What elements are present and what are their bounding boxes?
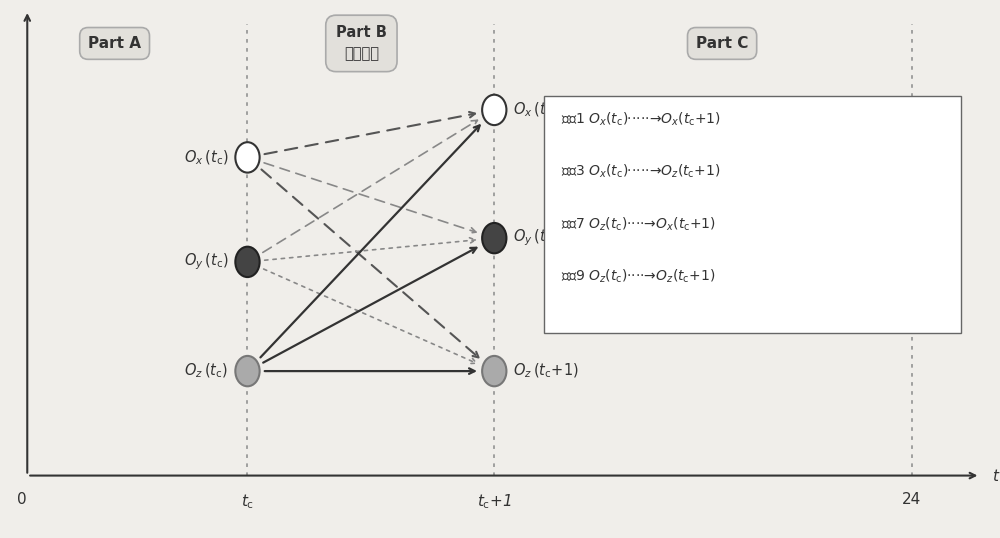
Text: $O_x$ ($t_\mathrm{c}$+1): $O_x$ ($t_\mathrm{c}$+1) (513, 101, 580, 119)
Circle shape (235, 356, 260, 386)
FancyBboxPatch shape (544, 96, 961, 333)
Text: 路兴7 $O_z$($t_\mathrm{c}$)····→$O_x$($t_\mathrm{c}$+1): 路兴7 $O_z$($t_\mathrm{c}$)····→$O_x$($t_\… (561, 215, 716, 232)
Text: $O_y$ ($t_\mathrm{c}$+1): $O_y$ ($t_\mathrm{c}$+1) (513, 228, 580, 249)
Text: $O_x$ ($t_\mathrm{c}$): $O_x$ ($t_\mathrm{c}$) (184, 148, 229, 167)
Circle shape (235, 142, 260, 173)
Circle shape (482, 95, 506, 125)
Text: Part B
转换过程: Part B 转换过程 (336, 25, 387, 61)
Text: Part B: Part B (335, 24, 388, 39)
Text: $t_\mathrm{c}$: $t_\mathrm{c}$ (241, 492, 254, 511)
Circle shape (482, 356, 506, 386)
Text: $t$: $t$ (992, 468, 1000, 484)
Text: $O_y$ ($t_\mathrm{c}$): $O_y$ ($t_\mathrm{c}$) (184, 252, 229, 272)
Text: Part A: Part A (88, 36, 141, 51)
Text: $t_\mathrm{c}$+1: $t_\mathrm{c}$+1 (477, 492, 512, 511)
Text: $O_z$ ($t_\mathrm{c}$+1): $O_z$ ($t_\mathrm{c}$+1) (513, 362, 579, 380)
Circle shape (482, 223, 506, 253)
Circle shape (235, 247, 260, 277)
Text: 0: 0 (17, 492, 26, 507)
Text: 路兴3 $O_x$($t_\mathrm{c}$)·····→$O_z$($t_\mathrm{c}$+1): 路兴3 $O_x$($t_\mathrm{c}$)·····→$O_z$($t_… (561, 163, 720, 180)
Text: 路兴1 $O_x$($t_\mathrm{c}$)·····→$O_x$($t_\mathrm{c}$+1): 路兴1 $O_x$($t_\mathrm{c}$)·····→$O_x$($t_… (561, 111, 721, 128)
Text: $O_z$ ($t_\mathrm{c}$): $O_z$ ($t_\mathrm{c}$) (184, 362, 229, 380)
Text: 24: 24 (902, 492, 922, 507)
Text: 路兴9 $O_z$($t_\mathrm{c}$)····→$O_z$($t_\mathrm{c}$+1): 路兴9 $O_z$($t_\mathrm{c}$)····→$O_z$($t_\… (561, 267, 715, 285)
Text: Part C: Part C (696, 36, 748, 51)
